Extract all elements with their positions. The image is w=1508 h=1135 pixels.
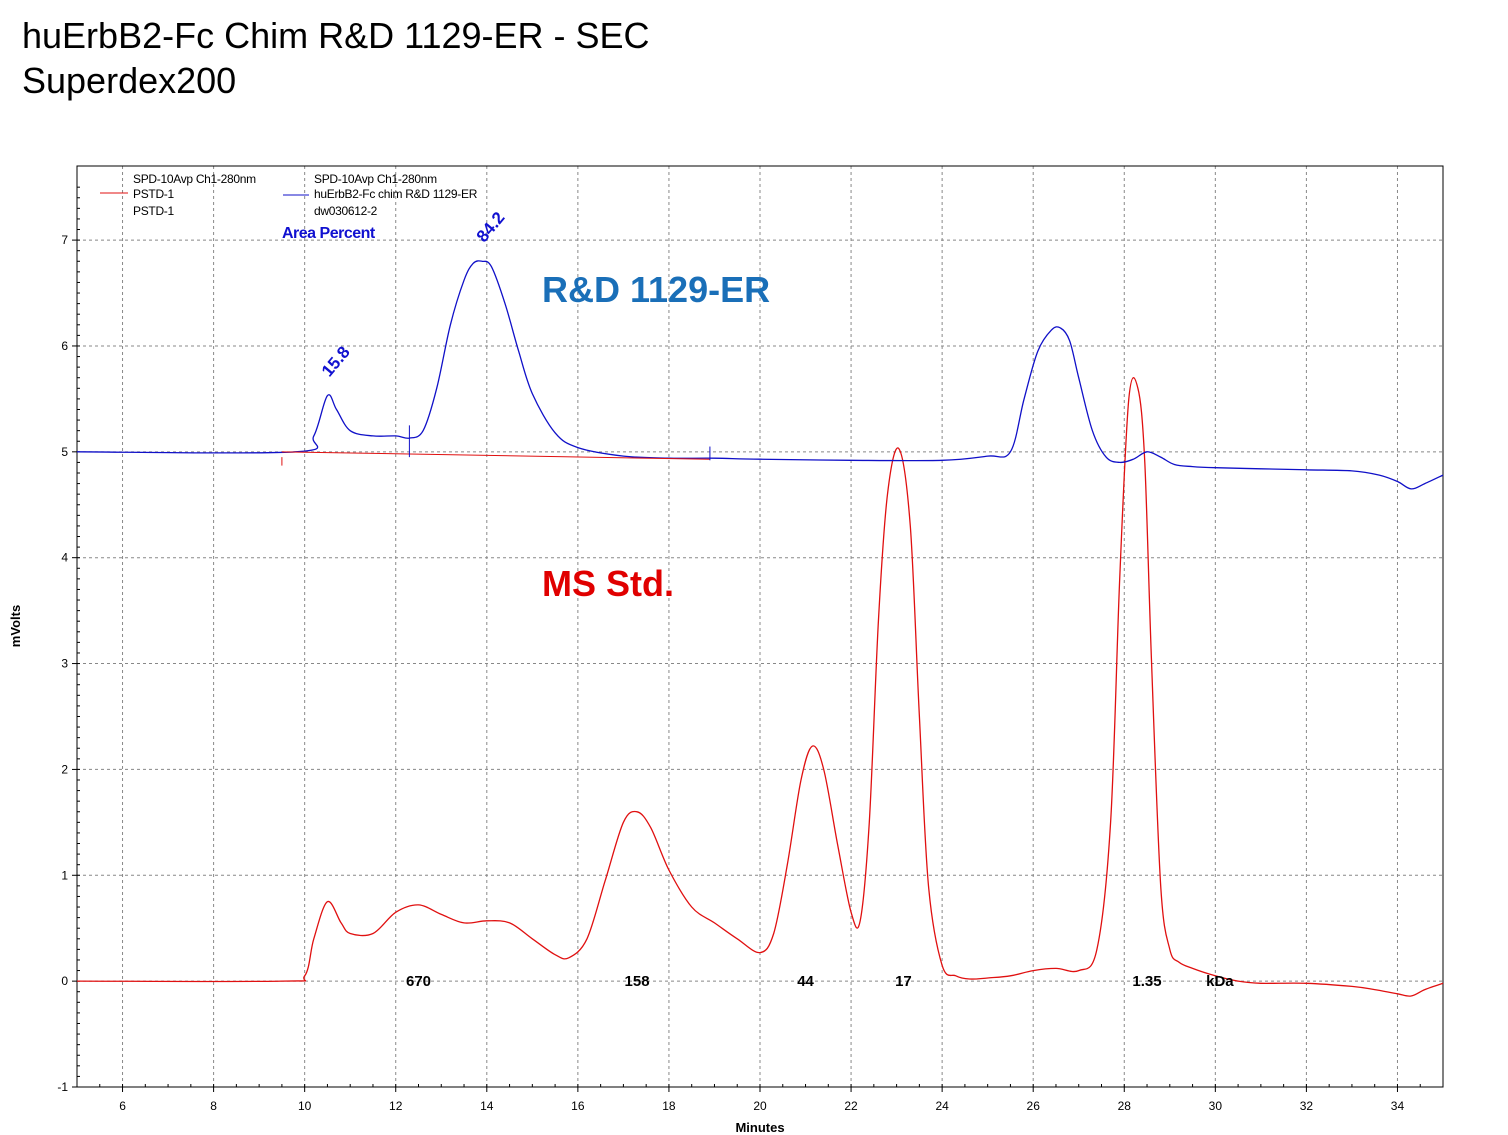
legend-detector-2: SPD-10Avp Ch1-280nm [314,172,437,186]
x-tick-label: 26 [1027,1099,1041,1113]
kda-label: 17 [895,973,912,990]
x-tick-label: 32 [1300,1099,1314,1113]
y-tick-label: 7 [61,233,68,247]
x-tick-label: 20 [753,1099,767,1113]
series-line-ms-std [76,377,1444,997]
legend-name-2: huErbB2-Fc chim R&D 1129-ER [314,187,478,201]
series-lines [76,260,1444,997]
x-tick-label: 14 [480,1099,494,1113]
kda-label: 670 [406,973,431,990]
x-tick-label: 18 [662,1099,676,1113]
y-tick-label: 5 [61,445,68,459]
y-tick-label: 1 [61,868,68,882]
area-percent-label: Area Percent [282,225,376,242]
legend-detector-1: SPD-10Avp Ch1-280nm [133,172,256,186]
kda-label: 44 [797,973,814,990]
series-label-ms-std: MS Std. [542,563,674,604]
x-tick-label: 6 [119,1099,126,1113]
y-tick-label: 3 [61,657,68,671]
x-tick-label: 22 [844,1099,858,1113]
y-tick-label: 6 [61,339,68,353]
x-axis-title: Minutes [735,1120,784,1135]
legend: SPD-10Avp Ch1-280nm PSTD-1 PSTD-1 SPD-10… [100,172,478,218]
legend-file-1: PSTD-1 [133,204,175,218]
kda-label: kDa [1206,973,1234,990]
chart-title-line1: huErbB2-Fc Chim R&D 1129-ER - SEC [22,15,650,56]
y-tick-label: 2 [61,762,68,776]
y-tick-label: 0 [61,974,68,988]
legend-name-1: PSTD-1 [133,187,175,201]
chart-title-line2: Superdex200 [22,60,237,101]
peak-area-label: 15.8 [318,343,354,381]
y-tick-label: 4 [61,551,68,565]
x-tick-label: 12 [389,1099,403,1113]
x-tick-label: 30 [1209,1099,1223,1113]
x-tick-label: 8 [210,1099,217,1113]
x-tick-label: 28 [1118,1099,1132,1113]
integration-baseline [281,451,710,460]
kda-label: 1.35 [1132,973,1161,990]
x-tick-label: 16 [571,1099,585,1113]
kda-label: 158 [625,973,650,990]
x-tick-label: 24 [935,1099,949,1113]
x-tick-label: 34 [1391,1099,1405,1113]
x-tick-label: 10 [298,1099,312,1113]
series-label-rd: R&D 1129-ER [542,269,770,310]
y-tick-label: -1 [57,1080,68,1094]
legend-file-2: dw030612-2 [314,204,378,218]
y-axis-title: mVolts [8,605,23,647]
